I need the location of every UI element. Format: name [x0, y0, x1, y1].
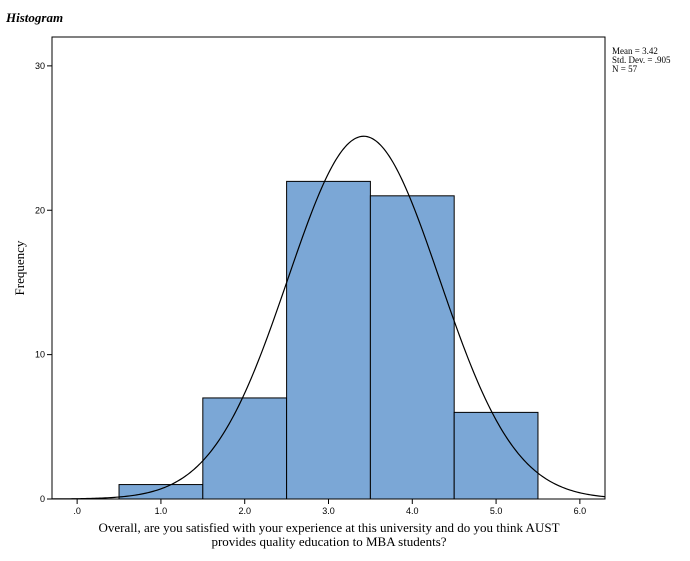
histogram-bar-1: [118, 484, 204, 500]
stats-mean: Mean = 3.42: [612, 46, 658, 56]
normal-curve: [51, 135, 606, 500]
x-tick-label: 1.0: [155, 506, 168, 516]
y-tick-label: 10: [35, 350, 45, 360]
x-tick-label: 4.0: [406, 506, 419, 516]
y-axis-label: Frequency: [12, 240, 27, 295]
x-tick-label: .0: [73, 506, 81, 516]
histogram-bar-5: [453, 411, 539, 500]
y-axis: 0 10 20 30: [35, 61, 52, 504]
y-tick-label: 0: [40, 494, 45, 504]
x-tick-label: 5.0: [490, 506, 503, 516]
histogram-bar-3: [286, 180, 371, 500]
x-tick-label: 6.0: [574, 506, 587, 516]
x-axis-label-line-1: Overall, are you satisfied with your exp…: [98, 520, 559, 535]
x-axis: .0 1.0 2.0 3.0 4.0 5.0 6.0: [73, 499, 586, 516]
x-axis-label-line-2: provides quality education to MBA studen…: [211, 534, 446, 549]
y-tick-label: 20: [35, 205, 45, 215]
x-tick-label: 2.0: [238, 506, 251, 516]
histogram-bar-4: [369, 195, 455, 500]
normal-curve-group: [51, 135, 606, 500]
stats-n: N = 57: [612, 64, 638, 74]
chart-title: Histogram: [5, 10, 63, 25]
histogram-bar-2: [202, 397, 288, 500]
stats-std-dev: Std. Dev. = .905: [612, 55, 671, 65]
y-tick-label: 30: [35, 61, 45, 71]
bars-group: [118, 180, 539, 500]
x-tick-label: 3.0: [322, 506, 335, 516]
